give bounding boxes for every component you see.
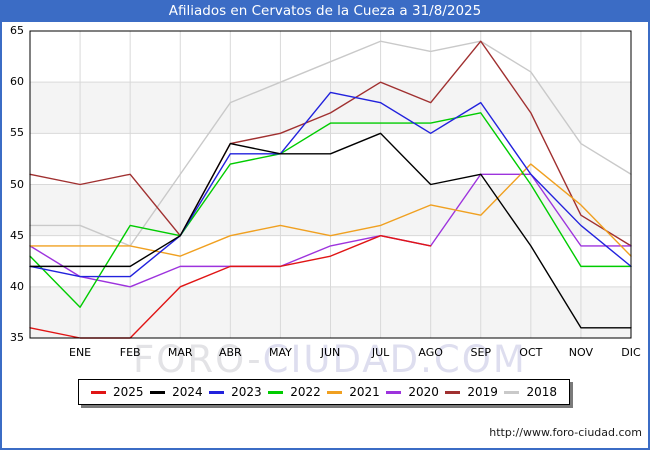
legend-item-2023: 2023 [209,385,262,399]
legend-item-2024: 2024 [150,385,203,399]
legend-dash-icon [445,390,461,394]
legend-label: 2023 [231,385,262,399]
x-month-label-oct: OCT [519,346,543,359]
website-url-text: http://www.foro-ciudad.com [489,426,642,439]
legend-label: 2019 [467,385,498,399]
series-line-2024 [29,132,632,329]
y-tick-label-65: 65 [10,24,24,37]
series-line-2019 [29,40,632,247]
x-month-label-dic: DIC [621,346,641,359]
x-month-label-ago: AGO [418,346,443,359]
x-month-label-feb: FEB [119,346,141,359]
chart-title: Afiliados en Cervatos de la Cueza a 31/8… [168,3,482,19]
legend-dash-icon [327,390,343,394]
y-tick-label-50: 50 [10,177,24,191]
watermark-text-ciudad: CIUDAD.COM [262,338,527,381]
plot-border [29,30,632,339]
legend-dash-icon [386,390,402,394]
website-url[interactable]: http://www.foro-ciudad.com [489,426,642,439]
x-month-label-ene: ENE [69,346,92,359]
x-month-label-jul: JUL [371,346,390,359]
x-month-label-may: MAY [268,346,292,359]
y-tick-label-35: 35 [10,331,24,344]
legend-dash-icon [268,390,284,394]
legend-item-2018: 2018 [504,385,557,399]
series-line-2023 [29,91,632,278]
legend-item-2022: 2022 [268,385,321,399]
legend-label: 2022 [290,385,321,399]
y-tick-label-55: 55 [10,126,24,140]
watermark-text-foro: FORO- [133,338,263,381]
x-month-label-jun: JUN [320,346,341,359]
x-month-label-abr: ABR [218,346,242,359]
watermark: FORO-CIUDAD.COM [133,338,527,381]
legend: 2025 2024 2023 2022 2021 2020 2019 2018 [78,379,570,405]
legend-dash-icon [91,390,106,394]
legend-label: 2018 [526,385,557,399]
legend-dash-icon [504,390,520,394]
legend-item-2025: 2025 [91,385,144,399]
y-tick-label-40: 40 [10,279,24,293]
y-tick-label-45: 45 [10,228,24,242]
x-month-label-nov: NOV [568,346,594,359]
legend-label: 2024 [172,385,203,399]
x-month-label-sep: SEP [470,346,492,359]
legend-dash-icon [209,390,225,394]
series-line-2021 [29,163,632,257]
legend-item-2020: 2020 [386,385,439,399]
y-tick-label-60: 60 [10,75,24,89]
legend-label: 2021 [349,385,380,399]
series-line-2022 [29,112,632,308]
legend-label: 2025 [113,385,144,399]
legend-item-2019: 2019 [445,385,498,399]
legend-label: 2020 [408,385,439,399]
x-month-label-mar: MAR [167,346,193,359]
legend-item-2021: 2021 [327,385,380,399]
legend-dash-icon [150,390,166,394]
chart-title-bar: Afiliados en Cervatos de la Cueza a 31/8… [0,0,650,22]
